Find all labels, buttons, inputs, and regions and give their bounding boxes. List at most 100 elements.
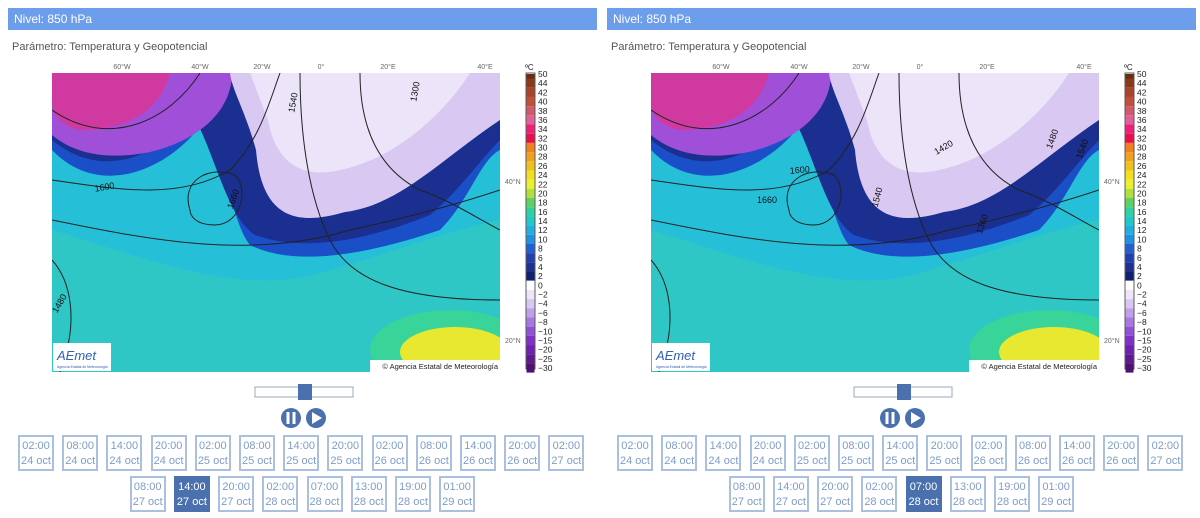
lat-label: 40°N bbox=[505, 178, 521, 186]
date-label: 25 oct bbox=[841, 455, 871, 467]
slider-thumb[interactable] bbox=[298, 384, 312, 400]
lon-label: 20°W bbox=[852, 63, 870, 71]
date-label: 25 oct bbox=[796, 455, 827, 467]
colorbar-swatch bbox=[526, 243, 535, 254]
time-button[interactable]: 13:00 28 oct bbox=[350, 476, 387, 512]
colorbar-label: 12 bbox=[538, 225, 548, 235]
colorbar-swatch bbox=[526, 225, 535, 235]
time-label: 19:00 bbox=[998, 481, 1026, 493]
contour-line bbox=[786, 171, 842, 226]
time-button[interactable]: 20:00 26 oct bbox=[1103, 435, 1140, 471]
time-button[interactable]: 14:00 25 oct bbox=[882, 435, 919, 471]
colorbar-swatch bbox=[526, 289, 535, 300]
colorbar-label: 28 bbox=[1137, 152, 1147, 162]
colorbar-swatch bbox=[526, 216, 535, 226]
colorbar-swatch bbox=[526, 198, 535, 208]
colorbar-label: 6 bbox=[538, 253, 543, 263]
time-button[interactable]: 20:00 25 oct bbox=[327, 435, 364, 471]
logo-box bbox=[53, 343, 111, 371]
time-button[interactable]: 08:00 25 oct bbox=[239, 435, 275, 471]
colorbar-label: −20 bbox=[538, 345, 553, 355]
time-button[interactable]: 01:00 29 oct bbox=[439, 476, 476, 512]
time-button[interactable]: 20:00 25 oct bbox=[926, 435, 963, 471]
colorbar-unit: ºC bbox=[1124, 63, 1133, 72]
time-button[interactable]: 02:00 25 oct bbox=[793, 435, 830, 471]
time-button[interactable]: 20:00 26 oct bbox=[504, 435, 541, 471]
time-button[interactable]: 20:00 24 oct bbox=[150, 435, 187, 471]
contour-line bbox=[651, 73, 880, 191]
colorbar-swatch bbox=[526, 87, 535, 97]
colorbar-label: −8 bbox=[538, 317, 548, 327]
colorbar-label: 4 bbox=[1137, 262, 1142, 272]
colorbar-swatch bbox=[526, 335, 535, 346]
time-button[interactable]: 02:00 28 oct bbox=[262, 476, 299, 512]
colorbar-label: 24 bbox=[1137, 170, 1147, 180]
date-label: 28 oct bbox=[908, 496, 939, 508]
colorbar-swatch bbox=[526, 354, 535, 364]
time-button[interactable]: 19:00 28 oct bbox=[993, 476, 1030, 512]
time-button[interactable]: 14:00 26 oct bbox=[1059, 435, 1095, 471]
time-button[interactable]: 08:00 27 oct bbox=[129, 476, 166, 512]
date-label: 25 oct bbox=[885, 455, 916, 467]
time-button[interactable]: 02:00 27 oct bbox=[1147, 435, 1184, 471]
time-button[interactable]: 08:00 24 oct bbox=[62, 435, 99, 471]
time-button[interactable]: 14:00 25 oct bbox=[283, 435, 320, 471]
time-button[interactable]: 02:00 26 oct bbox=[970, 435, 1007, 471]
time-button[interactable]: 02:00 24 oct bbox=[18, 435, 54, 471]
colorbar-label: 38 bbox=[538, 106, 548, 116]
time-button[interactable]: 08:00 27 oct bbox=[728, 476, 765, 512]
time-button[interactable]: 02:00 24 oct bbox=[617, 435, 653, 471]
copyright: © Agencia Estatal de Meteorología bbox=[981, 362, 1097, 371]
date-label: 26 oct bbox=[463, 455, 493, 467]
time-button[interactable]: 07:00 28 oct bbox=[905, 476, 942, 512]
time-button[interactable]: 14:00 27 oct bbox=[173, 476, 210, 512]
time-button[interactable]: 08:00 24 oct bbox=[661, 435, 698, 471]
contour-line bbox=[187, 171, 243, 226]
level-header: Nivel: 850 hPa bbox=[607, 8, 1196, 30]
time-button[interactable]: 01:00 29 oct bbox=[1038, 476, 1075, 512]
time-button[interactable]: 08:00 25 oct bbox=[838, 435, 874, 471]
colorbar-swatch bbox=[1125, 142, 1134, 153]
time-label: 14:00 bbox=[287, 440, 315, 452]
time-button[interactable]: 19:00 28 oct bbox=[394, 476, 431, 512]
time-button[interactable]: 08:00 26 oct bbox=[1014, 435, 1051, 471]
time-button[interactable]: 14:00 27 oct bbox=[772, 476, 809, 512]
date-label: 24 oct bbox=[664, 455, 695, 467]
time-button[interactable]: 14:00 26 oct bbox=[460, 435, 496, 471]
time-button[interactable]: 20:00 27 oct bbox=[817, 476, 854, 512]
colorbar-label: 16 bbox=[538, 207, 548, 217]
date-label: 28 oct bbox=[996, 496, 1027, 508]
time-button[interactable]: 02:00 26 oct bbox=[371, 435, 408, 471]
contour-line bbox=[898, 73, 1099, 301]
slider-thumb[interactable] bbox=[897, 384, 911, 400]
colorbar-swatch bbox=[1125, 243, 1134, 254]
time-button[interactable]: 02:00 25 oct bbox=[194, 435, 231, 471]
time-label: 08:00 bbox=[420, 440, 448, 452]
date-label: 27 oct bbox=[731, 496, 762, 508]
time-button[interactable]: 07:00 28 oct bbox=[306, 476, 343, 512]
time-button[interactable]: 20:00 24 oct bbox=[749, 435, 786, 471]
colorbar-swatch bbox=[526, 170, 535, 180]
time-button[interactable]: 14:00 24 oct bbox=[705, 435, 742, 471]
time-button[interactable]: 08:00 26 oct bbox=[415, 435, 452, 471]
colorbar-label: 30 bbox=[1137, 143, 1147, 153]
colorbar-swatch bbox=[1125, 124, 1134, 134]
colorbar-label: 26 bbox=[538, 161, 548, 171]
time-button[interactable]: 20:00 27 oct bbox=[218, 476, 255, 512]
logo-box bbox=[652, 343, 710, 371]
colorbar-label: 40 bbox=[1137, 97, 1147, 107]
pause-button[interactable] bbox=[281, 408, 301, 428]
lat-label: 20°N bbox=[505, 337, 521, 345]
time-button[interactable]: 14:00 24 oct bbox=[106, 435, 143, 471]
colorbar-swatch bbox=[1125, 115, 1134, 125]
pause-button[interactable] bbox=[880, 408, 900, 428]
colorbar-label: 50 bbox=[538, 69, 548, 79]
colorbar-swatch bbox=[526, 161, 535, 171]
time-button[interactable]: 02:00 28 oct bbox=[861, 476, 898, 512]
lon-label: 20°W bbox=[253, 63, 271, 71]
time-button[interactable]: 02:00 27 oct bbox=[548, 435, 585, 471]
time-label: 14:00 bbox=[1063, 440, 1091, 452]
map bbox=[52, 73, 500, 372]
time-button[interactable]: 13:00 28 oct bbox=[949, 476, 986, 512]
